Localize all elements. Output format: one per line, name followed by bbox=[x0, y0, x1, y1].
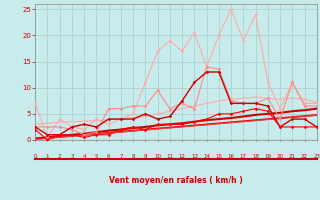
X-axis label: Vent moyen/en rafales ( km/h ): Vent moyen/en rafales ( km/h ) bbox=[109, 176, 243, 185]
